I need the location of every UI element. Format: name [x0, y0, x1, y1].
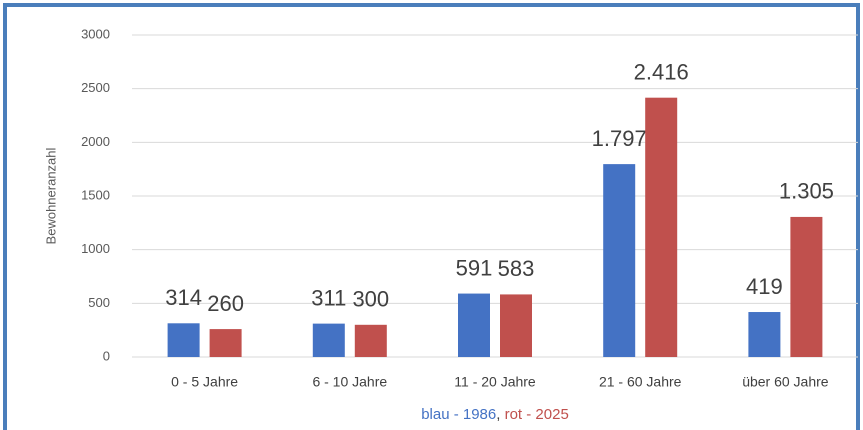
y-tick-label: 2500	[81, 80, 110, 95]
bar	[500, 294, 532, 357]
x-tick-label: 0 - 5 Jahre	[171, 374, 238, 390]
data-label: 1.797	[592, 126, 647, 151]
y-tick-label: 3000	[81, 26, 110, 41]
y-tick-label: 1500	[81, 187, 110, 202]
y-tick-label: 0	[103, 348, 110, 363]
bar	[354, 324, 387, 357]
bar	[603, 164, 636, 357]
data-label: 591	[456, 255, 493, 280]
bar	[790, 216, 823, 357]
x-tick-label: 6 - 10 Jahre	[312, 374, 387, 390]
bar	[312, 323, 345, 357]
x-tick-label: über 60 Jahre	[742, 374, 829, 390]
y-tick-label: 2000	[81, 134, 110, 149]
bar	[458, 293, 490, 357]
legend-entry: rot - 2025	[505, 406, 569, 423]
legend-entry: blau - 1986	[421, 406, 496, 423]
bar	[209, 329, 242, 357]
y-tick-label: 1000	[81, 241, 110, 256]
data-label: 260	[207, 291, 244, 316]
bar	[167, 323, 200, 357]
x-tick-label: 21 - 60 Jahre	[599, 374, 682, 390]
y-axis-label: Bewohneranzahl	[43, 147, 58, 244]
x-tick-label: 11 - 20 Jahre	[454, 374, 536, 390]
data-label: 2.416	[634, 59, 689, 84]
bar	[645, 97, 678, 357]
bar	[748, 312, 781, 357]
legend-separator: ,	[496, 406, 504, 423]
data-label: 300	[352, 287, 389, 312]
data-label: 314	[165, 285, 202, 310]
frame	[3, 3, 860, 430]
data-label: 583	[498, 256, 535, 281]
data-label: 311	[311, 285, 346, 310]
y-tick-label: 500	[88, 295, 110, 310]
data-label: 419	[746, 274, 783, 299]
legend: blau - 1986, rot - 2025	[421, 406, 569, 423]
data-label: 1.305	[779, 179, 834, 204]
